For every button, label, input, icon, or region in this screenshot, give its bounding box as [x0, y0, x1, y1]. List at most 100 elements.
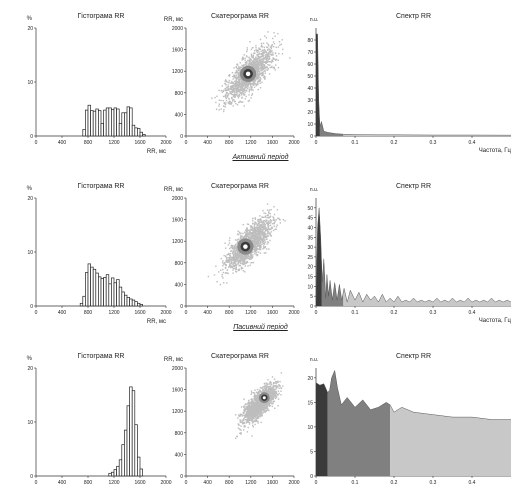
scatterogram-3-point [267, 379, 269, 381]
scatterogram-2-point [250, 238, 252, 240]
scatterogram-2-point [232, 262, 234, 264]
scatterogram-2-point [247, 265, 249, 267]
scatterogram-1-point [253, 82, 255, 85]
histogram-1-bar [90, 110, 94, 137]
scatterogram-3-point [246, 431, 249, 433]
scatterogram-2-point [260, 246, 262, 248]
scatterogram-2-point [255, 252, 258, 254]
scatterogram-3-point [258, 408, 260, 410]
scatterogram-2-x-tick-label: 400 [203, 310, 212, 316]
scatterogram-1-point [233, 99, 235, 101]
scatterogram-1-point [224, 103, 227, 106]
scatterogram-2-point [258, 243, 261, 245]
scatterogram-3-point [248, 399, 250, 402]
scatterogram-3-point [247, 406, 250, 409]
scatterogram-1-point [236, 95, 239, 97]
histogram-2-y-unit: % [27, 186, 33, 192]
scatterogram-2-point [270, 222, 272, 224]
scatterogram-2-point [253, 225, 255, 227]
scatterogram-3-point [255, 414, 257, 417]
scatterogram-1-point [238, 93, 240, 96]
scatterogram-3-point [274, 407, 276, 410]
scatterogram-1-point [227, 84, 229, 86]
scatterogram-2-point [249, 236, 252, 239]
scatterogram-1-point [263, 70, 265, 72]
scatterogram-3-point [267, 389, 270, 391]
scatterogram-2-point [250, 254, 253, 256]
scatterogram-1-point [246, 84, 248, 87]
scatterogram-1-point [266, 54, 268, 57]
scatterogram-1-point [218, 105, 220, 107]
histogram-1-chart: Гістограма RR0 400 800 1200 1600 200001020%RR… [27, 12, 172, 155]
histogram-3-x-tick-label: 400 [58, 480, 67, 486]
scatterogram-3-point [255, 418, 257, 420]
histogram-3-bar [134, 424, 138, 477]
scatterogram-3-point [256, 396, 259, 399]
scatterogram-2-point [228, 266, 230, 268]
scatterogram-1-point [251, 65, 253, 67]
scatterogram-3-point [258, 392, 260, 394]
scatterogram-1-y-tick-label: 1200 [172, 69, 183, 75]
scatterogram-1-point [272, 57, 274, 59]
scatterogram-1-point [263, 49, 266, 51]
scatterogram-2-point [226, 257, 228, 259]
histogram-3-bar [137, 456, 141, 477]
scatterogram-3-point [256, 408, 258, 410]
scatterogram-2-point [234, 260, 236, 263]
scatterogram-2-point [243, 236, 246, 239]
scatterogram-3-point [269, 393, 272, 395]
scatterogram-2-point [236, 233, 239, 235]
scatterogram-1-point [229, 82, 232, 84]
scatterogram-2-point [259, 242, 262, 245]
scatterogram-3-point [253, 403, 256, 406]
scatterogram-1-point [245, 84, 247, 86]
scatterogram-1-point [262, 63, 265, 66]
scatterogram-3-x-tick-label: 800 [225, 480, 234, 486]
scatterogram-1-point [243, 89, 246, 91]
scatterogram-1-point [253, 86, 256, 88]
scatterogram-2-point [250, 262, 252, 264]
scatterogram-2-point [267, 235, 270, 237]
scatterogram-2-point [245, 230, 248, 233]
histogram-1-x-tick-label: 2000 [160, 140, 171, 146]
scatterogram-1-point [236, 92, 238, 95]
scatterogram-1-point [246, 49, 248, 51]
scatterogram-3-point [263, 386, 265, 388]
scatterogram-2-point [250, 255, 252, 257]
scatterogram-3-point [256, 417, 259, 419]
scatterogram-2-point [258, 236, 260, 239]
scatterogram-1-point [230, 103, 232, 105]
scatterogram-1-point [229, 101, 231, 104]
scatterogram-2-point [266, 248, 268, 250]
scatterogram-2-point [258, 248, 260, 250]
scatterogram-2-point [250, 252, 252, 254]
histogram-1-bar [116, 108, 120, 137]
scatterogram-2-point [222, 277, 224, 279]
scatterogram-2-point [240, 268, 243, 270]
scatterogram-1-point [235, 93, 237, 96]
scatterogram-1-point [232, 87, 234, 89]
scatterogram-2-point [257, 244, 259, 246]
scatterogram-1-point [232, 89, 235, 91]
scatterogram-1-point [267, 43, 269, 46]
scatterogram-1-point [268, 48, 270, 50]
scatterogram-2-point [242, 224, 245, 226]
histogram-2-bar [108, 283, 112, 307]
scatterogram-2-y-tick-label: 800 [175, 261, 184, 267]
scatterogram-2-point [213, 274, 216, 276]
scatterogram-2-point [238, 231, 241, 234]
scatterogram-2-point [252, 227, 254, 229]
spectrum-3-x-tick-label: 0.2 [391, 480, 398, 486]
scatterogram-2-point [274, 220, 276, 223]
scatterogram-2-point [252, 233, 254, 236]
scatterogram-3-point [254, 410, 256, 412]
scatterogram-3-point [254, 419, 256, 422]
scatterogram-2-point [237, 254, 239, 256]
scatterogram-1-point [236, 86, 238, 89]
scatterogram-3-point [259, 404, 261, 406]
scatterogram-2-point [254, 222, 256, 225]
scatterogram-2-point [254, 253, 256, 255]
scatterogram-1-point [243, 89, 245, 92]
scatterogram-2-point [259, 237, 261, 239]
scatterogram-1-point [229, 100, 231, 103]
